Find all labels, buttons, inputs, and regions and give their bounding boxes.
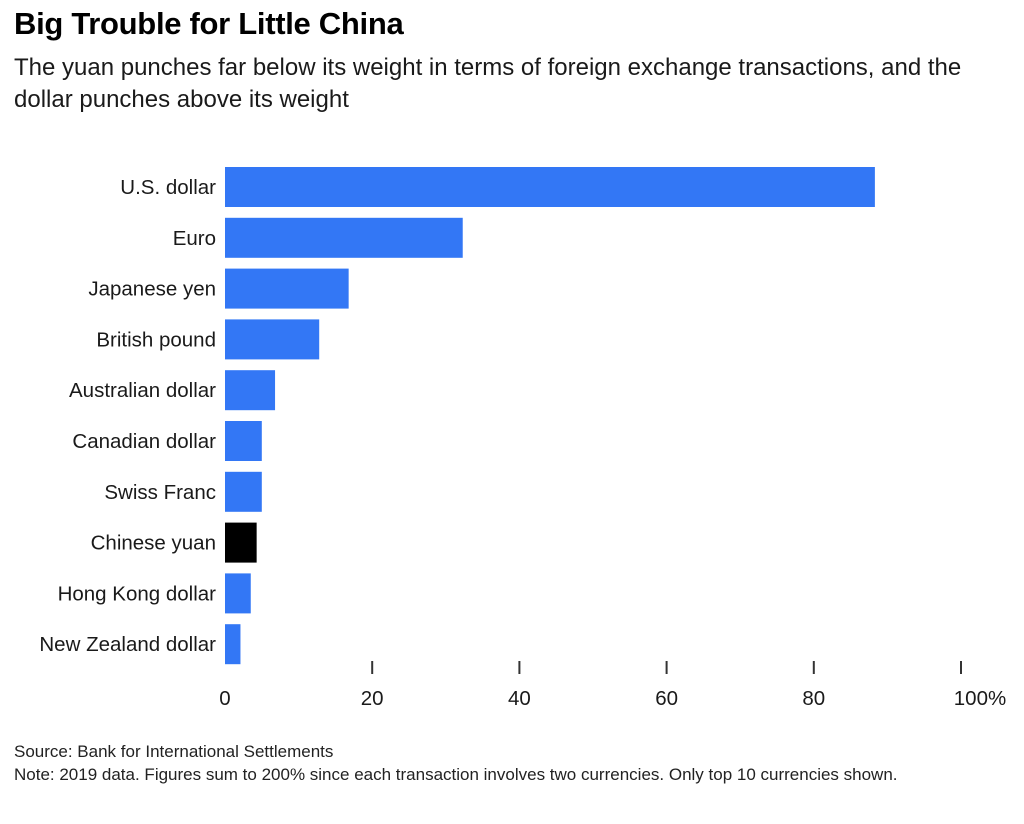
x-tick-label: 80 [802, 687, 825, 710]
bar [225, 370, 276, 411]
chart-footer: Source: Bank for International Settlemen… [14, 740, 1004, 786]
x-tick-label: 60 [655, 687, 678, 710]
category-label: New Zealand dollar [39, 633, 216, 656]
category-label: Australian dollar [69, 379, 216, 402]
data-note: Note: 2019 data. Figures sum to 200% sin… [14, 765, 898, 784]
category-label: Chinese yuan [91, 532, 216, 555]
x-tick-label: 100% [954, 687, 1006, 710]
bar-chart: U.S. dollar Euro Japanese yen British pound… [39, 167, 1006, 710]
chart-title: Big Trouble for Little China [14, 6, 404, 41]
category-label: Euro [173, 227, 216, 250]
bar [225, 217, 463, 258]
bar [225, 319, 320, 360]
x-tick-label: 0 [219, 687, 230, 710]
bar [225, 573, 251, 614]
x-tick-label: 40 [508, 687, 531, 710]
bar [225, 167, 875, 207]
source-note: Source: Bank for International Settlemen… [14, 742, 334, 761]
category-label: Canadian dollar [72, 430, 216, 453]
category-label: U.S. dollar [120, 176, 216, 199]
bar-highlight [225, 522, 257, 563]
chart-subtitle: The yuan punches far below its weight in… [14, 54, 962, 113]
category-label: Hong Kong dollar [58, 582, 217, 605]
bar [225, 624, 241, 665]
bar [225, 268, 349, 309]
category-label: Japanese yen [88, 278, 216, 301]
bar [225, 421, 262, 461]
x-tick-label: 20 [361, 687, 384, 710]
bar [225, 471, 262, 512]
category-label: British pound [96, 328, 216, 351]
category-label: Swiss Franc [104, 481, 216, 504]
